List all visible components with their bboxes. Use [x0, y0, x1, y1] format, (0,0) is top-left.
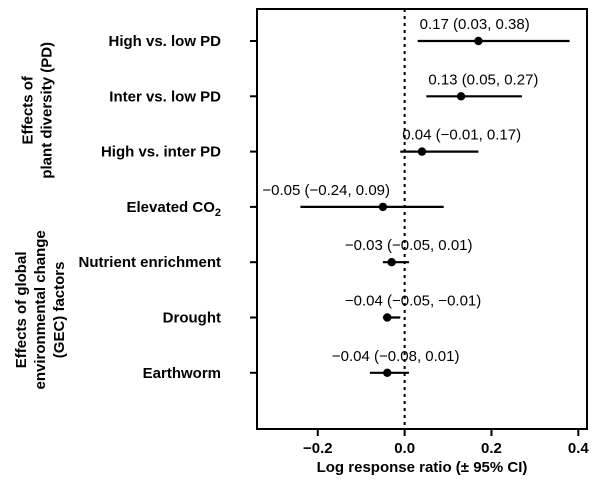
row-label: High vs. low PD [108, 33, 221, 50]
x-axis: −0.2 0.0 0.2 0.4 [303, 429, 589, 457]
row-label: Earthworm [143, 365, 221, 382]
row-label: Inter vs. low PD [109, 88, 221, 105]
row-label: Elevated CO2 [127, 199, 222, 219]
point-estimate [456, 92, 466, 101]
point-estimate [387, 258, 396, 267]
x-axis-label: Log response ratio (± 95% CI) [317, 459, 528, 476]
x-tick-label: 0.0 [394, 440, 415, 457]
point-estimate [474, 36, 483, 46]
point-estimate [417, 147, 427, 156]
group-labels: Effects of plant diversity (PD) Effects of… [13, 42, 68, 390]
effect-annotation: −0.05 (−0.24, 0.09) [262, 182, 390, 199]
x-tick-label: −0.2 [303, 440, 333, 457]
effect-annotation: 0.13 (0.05, 0.27) [428, 71, 538, 88]
effect-annotation: −0.04 (−0.08, 0.01) [332, 348, 460, 365]
point-estimate [383, 313, 392, 322]
forest-rows: High vs. low PD 0.17 (0.03, 0.38) Inter vs… [78, 16, 570, 382]
effect-annotation: 0.04 (−0.01, 0.17) [402, 127, 521, 144]
point-estimate [383, 368, 392, 377]
row-label: Drought [163, 310, 221, 327]
effect-annotation: −0.04 (−0.05, −0.01) [345, 293, 481, 310]
x-tick-label: 0.2 [481, 440, 502, 457]
effect-annotation: 0.17 (0.03, 0.38) [420, 16, 530, 33]
row-label: High vs. inter PD [101, 144, 221, 161]
row-label: Nutrient enrichment [78, 254, 221, 271]
x-tick-label: 0.4 [568, 440, 590, 457]
group-label: Effects of global environmental change (GE… [13, 230, 68, 389]
group-label: Effects of plant diversity (PD) [20, 42, 56, 179]
effect-annotation: −0.03 (−0.05, 0.01) [345, 237, 473, 254]
plot-frame [256, 8, 588, 430]
point-estimate [378, 202, 388, 212]
